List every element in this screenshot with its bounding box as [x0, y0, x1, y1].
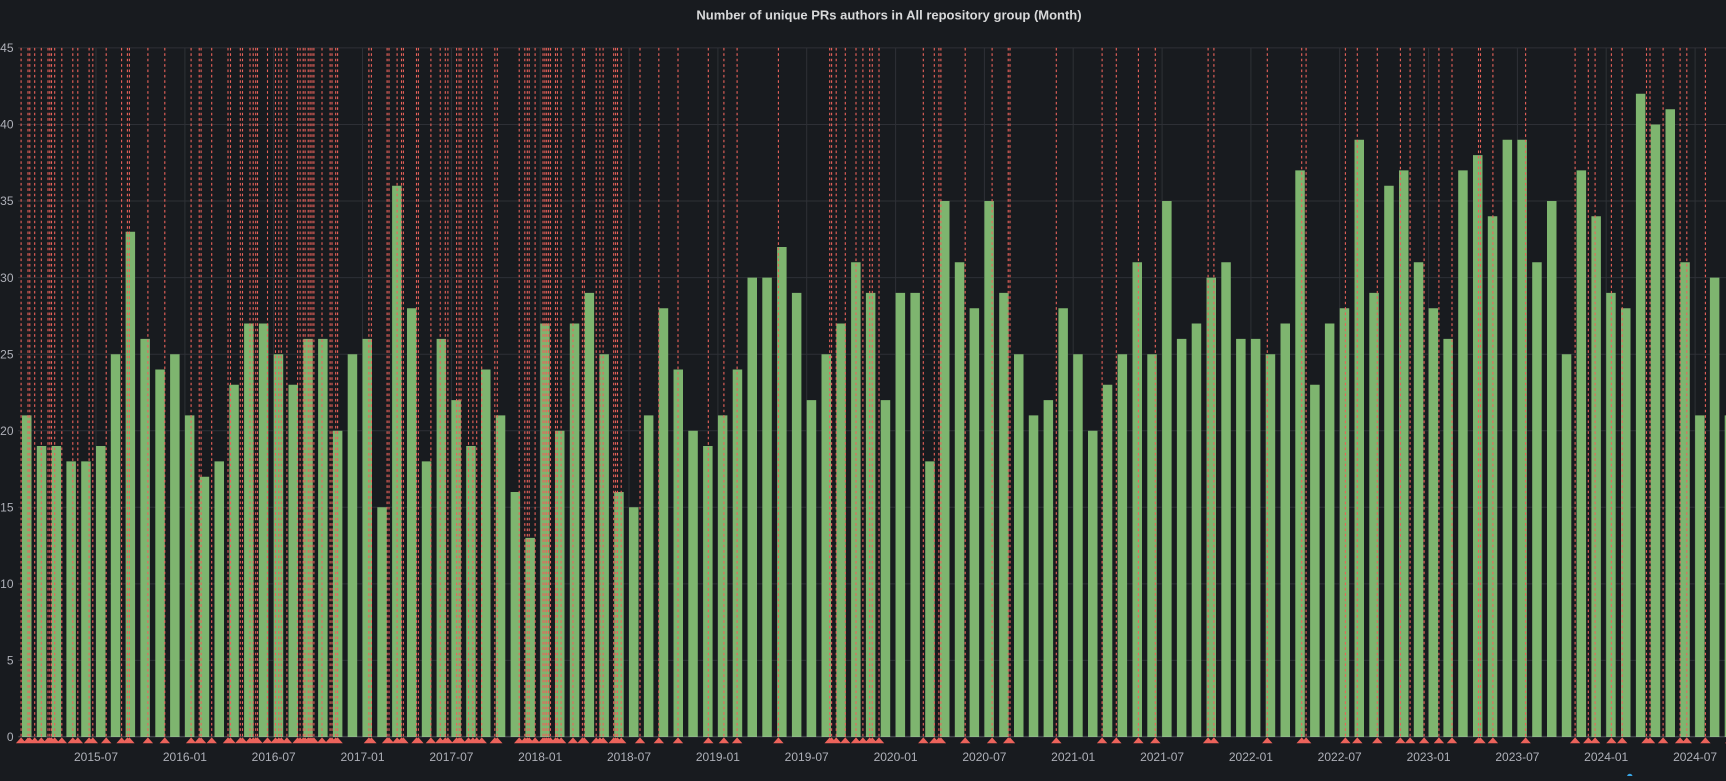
svg-text:45: 45: [0, 41, 14, 55]
svg-text:2019-07: 2019-07: [785, 750, 829, 764]
svg-text:2021-01: 2021-01: [1051, 750, 1095, 764]
svg-text:2021-07: 2021-07: [1140, 750, 1184, 764]
svg-text:2017-01: 2017-01: [340, 750, 384, 764]
svg-text:2020-07: 2020-07: [962, 750, 1006, 764]
svg-text:25: 25: [0, 347, 14, 361]
svg-text:Number of unique PRs authors i: Number of unique PRs authors in All repo…: [696, 8, 1081, 23]
svg-text:10: 10: [0, 577, 14, 591]
svg-text:15: 15: [0, 501, 14, 515]
svg-text:40: 40: [0, 118, 14, 132]
svg-text:2022-01: 2022-01: [1229, 750, 1273, 764]
svg-text:2024-01: 2024-01: [1584, 750, 1628, 764]
svg-text:2020-01: 2020-01: [874, 750, 918, 764]
svg-text:2018-07: 2018-07: [607, 750, 651, 764]
svg-text:2024-07: 2024-07: [1673, 750, 1717, 764]
svg-text:2023-01: 2023-01: [1407, 750, 1451, 764]
svg-text:2017-07: 2017-07: [429, 750, 473, 764]
svg-text:2015-07: 2015-07: [74, 750, 118, 764]
svg-text:0: 0: [7, 730, 14, 744]
svg-text:2023-07: 2023-07: [1495, 750, 1539, 764]
svg-text:2022-07: 2022-07: [1318, 750, 1362, 764]
svg-text:20: 20: [0, 424, 14, 438]
svg-text:30: 30: [0, 271, 14, 285]
svg-text:2016-07: 2016-07: [252, 750, 296, 764]
svg-text:35: 35: [0, 194, 14, 208]
svg-text:2016-01: 2016-01: [163, 750, 207, 764]
svg-text:5: 5: [7, 654, 14, 668]
svg-text:2019-01: 2019-01: [696, 750, 740, 764]
svg-text:2018-01: 2018-01: [518, 750, 562, 764]
